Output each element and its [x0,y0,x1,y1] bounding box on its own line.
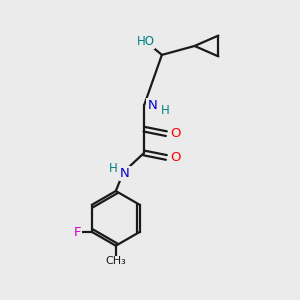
Text: H: H [109,162,117,175]
Text: F: F [74,226,81,238]
Text: HO: HO [136,35,154,48]
Text: O: O [170,127,181,140]
Text: N: N [148,99,157,112]
Text: N: N [120,167,130,180]
Text: H: H [161,104,170,117]
Text: O: O [170,151,181,164]
Text: CH₃: CH₃ [105,256,126,266]
